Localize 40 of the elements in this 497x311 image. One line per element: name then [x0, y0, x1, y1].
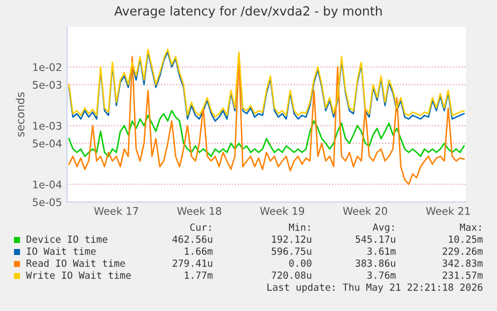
x-tick-label: Week 17 [94, 206, 138, 215]
x-tick-label: Week 19 [260, 206, 304, 215]
text: 231.57m [442, 271, 483, 279]
text: Min: [288, 223, 310, 231]
y-tick-label: 5e-05 [32, 198, 62, 206]
text: 720.08u [272, 271, 312, 279]
x-tick-label: Week 18 [177, 206, 222, 215]
y-tick-label: 1e-02 [33, 63, 62, 72]
text: Max: [460, 224, 481, 231]
text: Avg: [372, 224, 394, 233]
text: Cur: [190, 223, 211, 231]
text: 229.26m [442, 247, 483, 255]
text: 1.66m [184, 247, 213, 255]
text: 596.75u [272, 247, 312, 255]
y-axis-title: seconds [16, 92, 24, 137]
y-tick-label: 1e-03 [33, 122, 62, 130]
text: 342.83m [442, 259, 483, 267]
text: 3.61m [367, 247, 396, 255]
text: 192.12u [272, 235, 312, 243]
text: 383.86u [356, 259, 396, 267]
text: 3.76m [367, 271, 396, 279]
text: 10.25m [449, 235, 483, 243]
x-tick-label: Week 20 [343, 206, 388, 215]
legend-label: Write IO Wait time [26, 271, 131, 279]
legend-label: Read IO Wait time [26, 259, 125, 267]
text: 545.17u [356, 236, 396, 243]
line-series [68, 56, 465, 186]
text: Last update: Thu May 21 22:21:18 2026 [267, 283, 482, 293]
line-series [68, 110, 465, 158]
chart-title: Average latency for /dev/xvda2 - by month [114, 6, 382, 18]
legend-label: Device IO time [26, 235, 108, 243]
text: 1.77m [184, 272, 213, 279]
text: 0.00 [289, 259, 312, 267]
y-tick-label: 1e-04 [33, 180, 62, 188]
legend-label: IO Wait time [26, 247, 96, 255]
y-tick-label: 5e-03 [32, 80, 62, 89]
text: 279.41u [172, 259, 212, 267]
x-tick-label: Week 21 [426, 206, 470, 215]
y-tick-label: 5e-04 [32, 140, 62, 148]
text: 462.56u [172, 235, 212, 243]
